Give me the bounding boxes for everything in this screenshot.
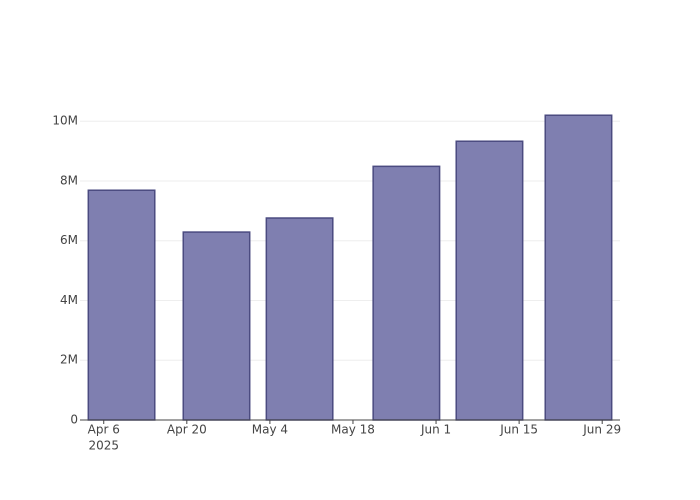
y-tick-label: 4M xyxy=(60,293,78,307)
x-tick-label: Apr 6 xyxy=(88,423,120,437)
y-tick-label: 10M xyxy=(52,114,78,128)
bar xyxy=(372,165,441,421)
y-tick-label: 8M xyxy=(60,173,78,187)
bar xyxy=(455,140,524,421)
x-tick-label: Jun 15 xyxy=(499,423,538,437)
x-tick-label: Apr 20 xyxy=(167,423,207,437)
x-tick-label: Jun 29 xyxy=(582,423,621,437)
bar xyxy=(182,231,251,421)
y-tick-label: 0 xyxy=(70,413,78,427)
bar xyxy=(265,217,334,421)
x-tick-label: Jun 1 xyxy=(420,423,451,437)
x-tick-label: May 18 xyxy=(331,423,375,437)
x-year-label: 2025 xyxy=(88,439,119,453)
x-tick-label: May 4 xyxy=(252,423,288,437)
y-tick-label: 2M xyxy=(60,353,78,367)
bar xyxy=(544,114,613,421)
bar xyxy=(87,189,156,421)
y-tick-label: 6M xyxy=(60,233,78,247)
